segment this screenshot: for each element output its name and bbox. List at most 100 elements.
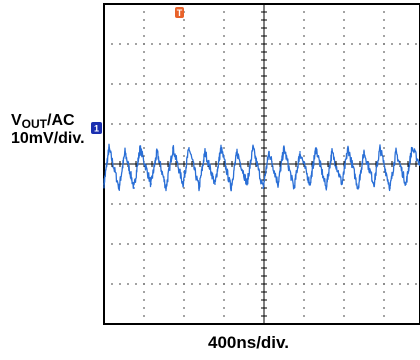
grid-dot <box>303 11 305 13</box>
grid-dot <box>383 299 385 301</box>
grid-dot <box>183 19 185 21</box>
grid-dot <box>143 99 145 101</box>
grid-dot <box>183 259 185 261</box>
grid-dot <box>319 123 321 125</box>
grid-dot <box>135 203 137 205</box>
grid-dot <box>143 27 145 29</box>
grid-dot <box>303 179 305 181</box>
grid-dot <box>343 91 345 93</box>
trace-point <box>405 183 407 185</box>
grid-dot <box>343 275 345 277</box>
grid-dot <box>407 83 409 85</box>
grid-dot <box>223 19 225 21</box>
grid-dot <box>175 43 177 45</box>
grid-dot <box>223 35 225 37</box>
trace-point <box>133 187 135 189</box>
grid-dot <box>143 59 145 61</box>
grid-dot <box>367 203 369 205</box>
grid-dot <box>151 123 153 125</box>
grid-dot <box>183 243 185 245</box>
grid-dot <box>223 67 225 69</box>
grid-dot <box>399 203 401 205</box>
grid-dot <box>271 123 273 125</box>
grid-dot <box>223 251 225 253</box>
grid-dot <box>223 211 225 213</box>
grid-dot <box>383 243 385 245</box>
grid-dot <box>303 139 305 141</box>
timebase-label: 400ns/div. <box>208 333 289 352</box>
grid-dot <box>343 51 345 53</box>
grid-dot <box>183 115 185 117</box>
grid-dot <box>143 75 145 77</box>
trace-point <box>325 187 327 189</box>
grid-dot <box>335 203 337 205</box>
grid-dot <box>223 267 225 269</box>
grid-dot <box>239 43 241 45</box>
grid-dot <box>127 203 129 205</box>
grid-dot <box>303 75 305 77</box>
grid-dot <box>223 187 225 189</box>
grid-dot <box>399 243 401 245</box>
grid-dot <box>407 243 409 245</box>
grid-dot <box>183 91 185 93</box>
grid-dot <box>119 283 121 285</box>
grid-dot <box>191 43 193 45</box>
trace-point <box>118 187 120 189</box>
grid-dot <box>135 283 137 285</box>
grid-dot <box>143 307 145 309</box>
channel-marker-box <box>91 122 102 134</box>
trace-point <box>373 183 375 185</box>
grid-dot <box>167 123 169 125</box>
grid-dot <box>375 83 377 85</box>
grid-dot <box>383 315 385 317</box>
grid-dot <box>343 283 345 285</box>
grid-dot <box>303 19 305 21</box>
grid-dot <box>183 59 185 61</box>
grid-dot <box>303 227 305 229</box>
grid-dot <box>343 307 345 309</box>
trigger-marker-label: T <box>177 8 183 18</box>
grid-dot <box>159 283 161 285</box>
grid-dot <box>183 195 185 197</box>
grid-dot <box>319 283 321 285</box>
grid-dot <box>383 11 385 13</box>
grid-dot <box>343 203 345 205</box>
grid-dot <box>151 283 153 285</box>
grid-dot <box>175 83 177 85</box>
grid-dot <box>183 299 185 301</box>
grid-dot <box>279 243 281 245</box>
grid-dot <box>279 203 281 205</box>
grid-dot <box>143 275 145 277</box>
trace-point <box>172 147 174 149</box>
grid-dot <box>151 243 153 245</box>
grid-dot <box>287 43 289 45</box>
grid-dot <box>231 43 233 45</box>
grid-dot <box>143 179 145 181</box>
grid-dot <box>383 259 385 261</box>
trace-point <box>315 147 317 149</box>
trace-point <box>156 151 158 153</box>
grid-dot <box>223 291 225 293</box>
grid-dot <box>159 203 161 205</box>
grid-dot <box>303 123 305 125</box>
grid-dot <box>223 307 225 309</box>
grid-dot <box>151 83 153 85</box>
grid-dot <box>407 123 409 125</box>
grid-dot <box>311 203 313 205</box>
grid-dot <box>143 35 145 37</box>
grid-dot <box>343 27 345 29</box>
grid-dot <box>143 83 145 85</box>
trace-point <box>283 147 285 149</box>
grid-dot <box>207 243 209 245</box>
grid-dot <box>303 155 305 157</box>
grid-dot <box>295 243 297 245</box>
grid-dot <box>295 83 297 85</box>
grid-dot <box>215 123 217 125</box>
grid-dot <box>343 67 345 69</box>
grid-dot <box>303 267 305 269</box>
grid-dot <box>215 243 217 245</box>
grid-dot <box>399 83 401 85</box>
grid-dot <box>343 123 345 125</box>
grid-dot <box>303 27 305 29</box>
grid-dot <box>383 59 385 61</box>
